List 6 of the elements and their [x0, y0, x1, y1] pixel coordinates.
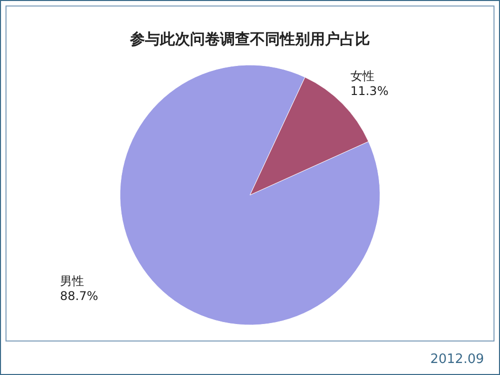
- slice-label: 女性: [350, 68, 374, 83]
- data-label: 11.3%: [350, 84, 388, 98]
- text: 2012.09: [430, 352, 484, 367]
- data-label: 88.7%: [60, 289, 98, 303]
- chart-title: 参与此次问卷调查不同性别用户占比: [129, 30, 370, 48]
- slice-label: 男性: [60, 274, 84, 288]
